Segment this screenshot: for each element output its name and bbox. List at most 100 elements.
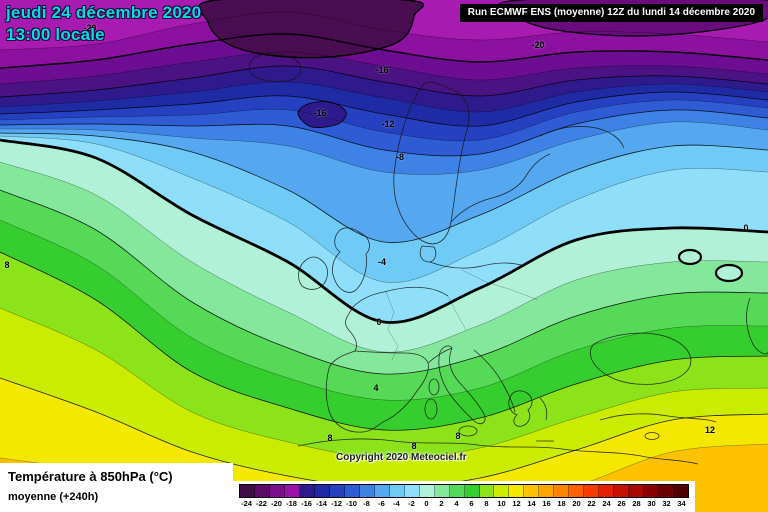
legend-cell [569, 485, 585, 497]
legend-tick: 10 [497, 499, 506, 508]
coast-italy [438, 345, 486, 425]
legend-cell [464, 485, 480, 497]
legend-tick: -10 [346, 499, 357, 508]
legend-cell [344, 485, 360, 497]
legend-cell [539, 485, 555, 497]
cold-core-center [197, 0, 425, 59]
isotherm-10C [0, 307, 768, 459]
legend-cell [359, 485, 375, 497]
legend-tick: -14 [316, 499, 327, 508]
coast-sardinia [424, 398, 438, 420]
legend-cell [494, 485, 510, 497]
legend-tick: -4 [393, 499, 400, 508]
legend-tick: 32 [662, 499, 671, 508]
copyright-text: Copyright 2020 Meteociel.fr [336, 452, 467, 463]
parameter-title: Température à 850hPa (°C) [8, 469, 173, 484]
coast-corsica [428, 378, 440, 396]
valid-date-block: jeudi 24 décembre 2020 13:00 locale [6, 2, 201, 47]
legend-tick: 28 [632, 499, 641, 508]
coast-ireland [298, 256, 328, 290]
legend-cell [314, 485, 330, 497]
coast-greece [508, 390, 533, 427]
isotherm-2C [0, 161, 768, 353]
color-scale-panel: -24 -22 -20 -18 -16 -14 -12 -10 -8 -6 -4 -2 0 2 4 6 8 10 1… [233, 481, 695, 512]
legend-tick: -20 [271, 499, 282, 508]
legend-cell [284, 485, 300, 497]
legend-tick: 14 [527, 499, 536, 508]
legend-tick: -8 [363, 499, 370, 508]
coast-britain [332, 227, 370, 293]
legend-tick: 22 [587, 499, 596, 508]
legend-cell [419, 485, 435, 497]
legend-tick: -2 [408, 499, 415, 508]
legend-cell [509, 485, 525, 497]
legend-cell [449, 485, 465, 497]
isotherm-lines [0, 11, 768, 512]
legend-cell [554, 485, 570, 497]
isotherm--14C [0, 81, 768, 113]
legend-cell [629, 485, 645, 497]
coast-channel-west [352, 291, 385, 308]
legend-tick: 26 [617, 499, 626, 508]
isotherm-0C [0, 138, 768, 324]
legend-cell [240, 485, 255, 497]
country-borders [385, 269, 539, 361]
legend-tick: -24 [241, 499, 252, 508]
legend-cell [584, 485, 600, 497]
legend-cell [524, 485, 540, 497]
coast-iceland [248, 53, 302, 82]
coast-france-iberia [325, 306, 429, 433]
isotherm--8C [0, 109, 768, 157]
legend-tick: 2 [439, 499, 444, 508]
coast-sicily [458, 425, 478, 437]
legend-cell [404, 485, 420, 497]
coast-caspian [746, 297, 768, 355]
coast-med-france [427, 347, 453, 364]
legend-cell [374, 485, 390, 497]
valid-date: jeudi 24 décembre 2020 [6, 3, 202, 22]
legend-tick: -18 [286, 499, 297, 508]
isotherm--20C [0, 33, 768, 69]
valid-time: 13:00 locale [6, 25, 105, 45]
coast-baltic-south [429, 261, 525, 269]
coast-scandinavia [393, 81, 470, 245]
isotherm-4C [0, 189, 768, 375]
legend-cell [599, 485, 615, 497]
closed-contour-pocket [714, 263, 744, 283]
legend-tick: 6 [469, 499, 474, 508]
coast-finland [450, 153, 551, 223]
coastlines [248, 53, 768, 465]
legend-tick: -6 [378, 499, 385, 508]
legend-tick: -16 [301, 499, 312, 508]
isotherm--4C [0, 132, 768, 243]
legend-tick: 24 [602, 499, 611, 508]
legend-cell [389, 485, 405, 497]
legend-cell [659, 485, 675, 497]
legend-tick: 12 [512, 499, 521, 508]
isotherm--12C [0, 91, 768, 127]
isotherm--6C [0, 121, 768, 175]
parameter-subtitle: moyenne (+240h) [8, 491, 99, 503]
legend-cell [254, 485, 270, 497]
legend-cell [674, 485, 689, 497]
legend-tick: 0 [424, 499, 429, 508]
legend-cell [299, 485, 315, 497]
coast-north-africa [297, 438, 699, 465]
legend-cell [269, 485, 285, 497]
color-scale-bar [239, 484, 689, 498]
isotherm-6C [0, 219, 768, 401]
legend-tick: 4 [454, 499, 459, 508]
isotherm-8C [0, 251, 768, 431]
closed-contour-pocket [677, 248, 703, 266]
coast-black-sea [589, 332, 692, 385]
isotherm--16C [0, 65, 768, 98]
coast-turkey-south [599, 413, 717, 423]
run-info-box: Run ECMWF ENS (moyenne) 12Z du lundi 14 … [459, 4, 763, 22]
coast-adriatic [473, 349, 516, 413]
coast-cyprus [644, 432, 660, 440]
run-info-label: Run ECMWF ENS (moyenne) 12Z du lundi 14 … [467, 7, 755, 18]
isotherm--18C [0, 51, 768, 85]
legend-tick: -12 [331, 499, 342, 508]
